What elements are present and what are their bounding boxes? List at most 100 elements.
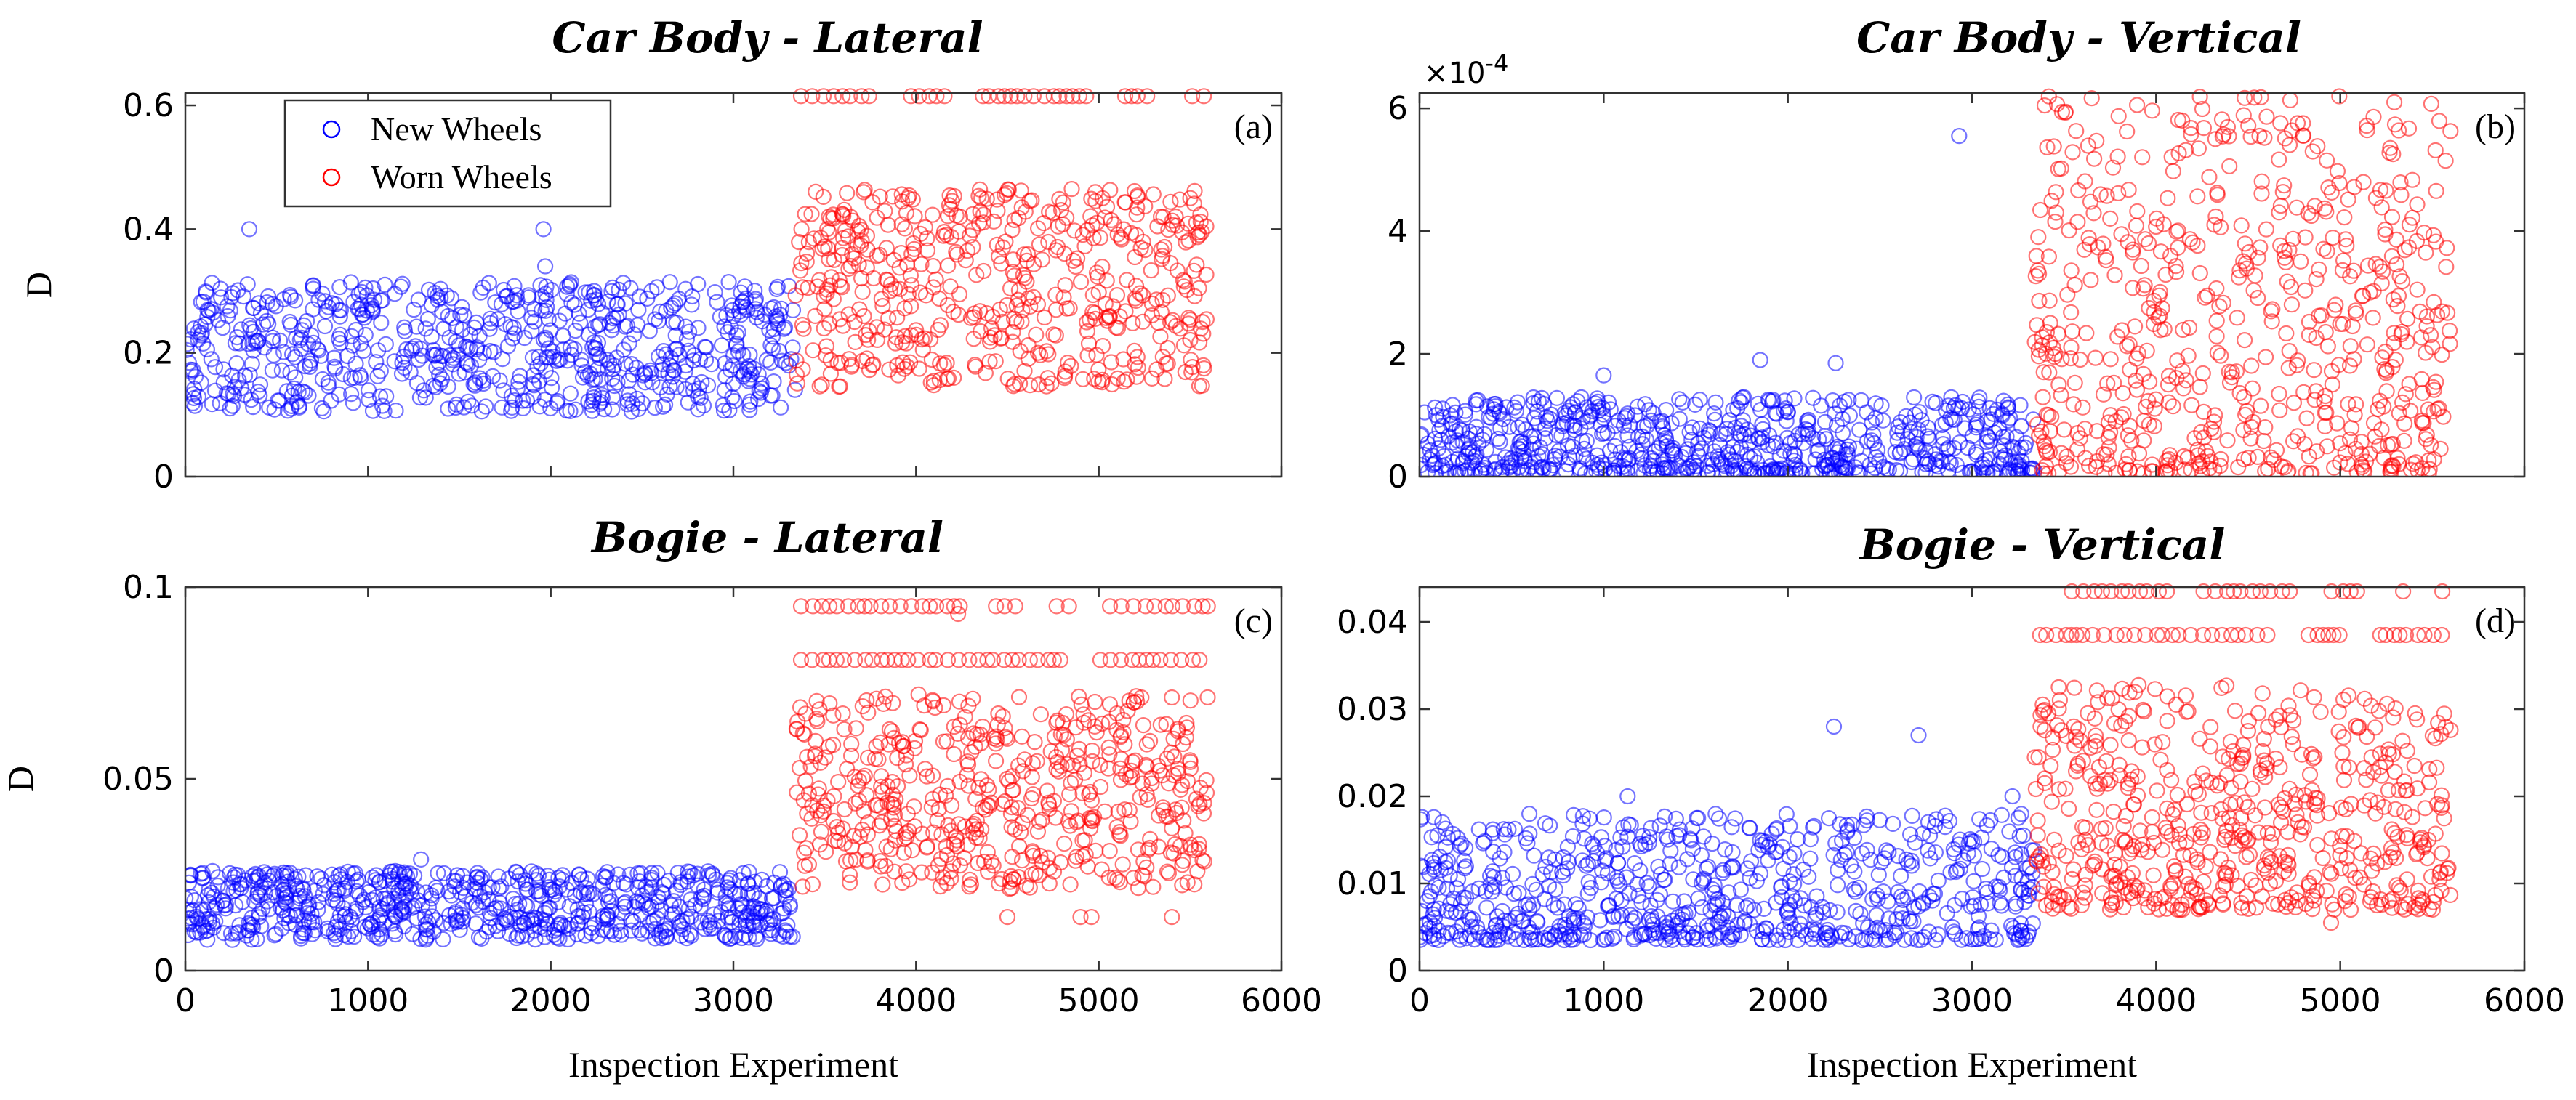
legend-marker-new xyxy=(322,120,341,139)
worn-wheels-point xyxy=(2388,256,2405,273)
new-wheels-point xyxy=(1989,401,2005,418)
new-wheels-point xyxy=(1423,829,1440,846)
new-wheels-point xyxy=(720,274,737,291)
worn-wheels-point xyxy=(2283,296,2300,313)
new-wheels-point xyxy=(1442,896,1459,913)
new-wheels-point xyxy=(1910,727,1927,744)
new-wheels-point xyxy=(1675,464,1691,477)
new-wheels-point xyxy=(412,340,429,357)
new-wheels-point xyxy=(1607,437,1624,455)
y-tick-label: 0.05 xyxy=(102,761,174,798)
worn-wheels-point xyxy=(2199,287,2215,304)
worn-wheels-point xyxy=(842,88,858,105)
worn-wheels-point xyxy=(1053,758,1070,775)
worn-wheels-point xyxy=(2272,115,2289,132)
worn-wheels-point xyxy=(1016,363,1033,379)
worn-wheels-point xyxy=(2121,418,2138,434)
new-wheels-point xyxy=(1742,870,1758,886)
new-wheels-point xyxy=(1641,926,1658,944)
new-wheels-point xyxy=(1706,405,1723,422)
worn-wheels-point xyxy=(821,315,838,332)
worn-wheels-point xyxy=(1094,371,1111,388)
worn-wheels-point xyxy=(816,320,832,337)
worn-wheels-point xyxy=(1002,280,1019,296)
new-wheels-point xyxy=(692,898,709,915)
worn-wheels-point xyxy=(2072,430,2088,447)
worn-wheels-point xyxy=(818,285,835,302)
new-wheels-point xyxy=(531,349,547,365)
new-wheels-point xyxy=(611,306,627,323)
worn-wheels-point xyxy=(1072,273,1090,290)
worn-wheels-point xyxy=(861,323,877,339)
new-wheels-point xyxy=(1751,431,1768,448)
worn-wheels-point xyxy=(2050,325,2066,342)
worn-wheels-point xyxy=(822,365,840,382)
worn-wheels-point xyxy=(815,88,832,105)
worn-wheels-point xyxy=(1016,88,1033,105)
worn-wheels-point xyxy=(1025,288,1042,305)
worn-wheels-point xyxy=(887,832,903,849)
new-wheels-point xyxy=(251,376,269,393)
new-wheels-point xyxy=(685,347,703,364)
new-wheels-point xyxy=(573,357,590,374)
worn-wheels-point xyxy=(1021,652,1038,668)
new-wheels-point xyxy=(472,284,489,301)
worn-wheels-point xyxy=(826,788,842,804)
worn-wheels-point xyxy=(836,801,853,818)
new-wheels-point xyxy=(1733,394,1750,411)
x-tick-label: 6000 xyxy=(1241,982,1322,1019)
new-wheels-point xyxy=(680,394,696,411)
new-wheels-point xyxy=(621,386,637,403)
worn-wheels-point xyxy=(2288,199,2305,216)
worn-wheels-point xyxy=(2348,396,2364,413)
worn-wheels-point xyxy=(1143,370,1160,387)
worn-wheels-point xyxy=(823,269,840,286)
new-wheels-point xyxy=(1993,450,2010,466)
new-wheels-point xyxy=(282,364,299,381)
new-wheels-point xyxy=(1954,464,1971,477)
new-wheels-point xyxy=(434,304,451,320)
legend-label-new: New Wheels xyxy=(371,110,542,147)
worn-wheels-point xyxy=(1175,272,1191,288)
new-wheels-point xyxy=(1437,820,1454,837)
new-wheels-point xyxy=(525,367,542,384)
worn-wheels-point xyxy=(2186,429,2203,447)
worn-wheels-point xyxy=(2088,132,2105,149)
new-wheels-point xyxy=(1482,868,1499,884)
new-wheels-point xyxy=(1659,461,1676,477)
worn-wheels-point xyxy=(807,307,824,324)
worn-wheels-point xyxy=(2378,383,2395,400)
worn-wheels-point xyxy=(1078,88,1095,105)
new-wheels-point xyxy=(520,287,537,304)
worn-wheels-point xyxy=(2113,226,2130,243)
new-wheels-point xyxy=(199,309,216,325)
worn-wheels-point xyxy=(2271,402,2288,418)
new-wheels-point xyxy=(226,379,243,395)
worn-wheels-point xyxy=(968,812,986,829)
chart-title: Bogie - Vertical xyxy=(1859,520,2226,570)
worn-wheels-point xyxy=(843,735,860,753)
new-wheels-point xyxy=(278,383,295,400)
worn-wheels-point xyxy=(2086,710,2104,727)
worn-wheels-point xyxy=(2194,100,2211,118)
worn-wheels-point xyxy=(1002,873,1018,890)
worn-wheels-point xyxy=(866,751,884,767)
worn-wheels-point xyxy=(1000,773,1018,790)
new-wheels-point xyxy=(561,898,578,915)
worn-wheels-point xyxy=(1167,801,1184,818)
new-wheels-point xyxy=(1457,406,1474,423)
new-wheels-point xyxy=(1679,851,1696,868)
new-wheels-point xyxy=(350,871,366,888)
worn-wheels-point xyxy=(2295,115,2311,132)
worn-wheels-point xyxy=(1183,88,1201,105)
worn-wheels-point xyxy=(1087,184,1104,201)
worn-wheels-point xyxy=(2314,849,2331,867)
worn-wheels-point xyxy=(2148,218,2165,235)
worn-wheels-point xyxy=(794,878,811,895)
new-wheels-point xyxy=(225,874,242,891)
new-wheels-point xyxy=(431,366,448,383)
new-wheels-point xyxy=(1438,464,1454,477)
new-wheels-point xyxy=(427,285,443,302)
worn-wheels-point xyxy=(2407,705,2423,721)
